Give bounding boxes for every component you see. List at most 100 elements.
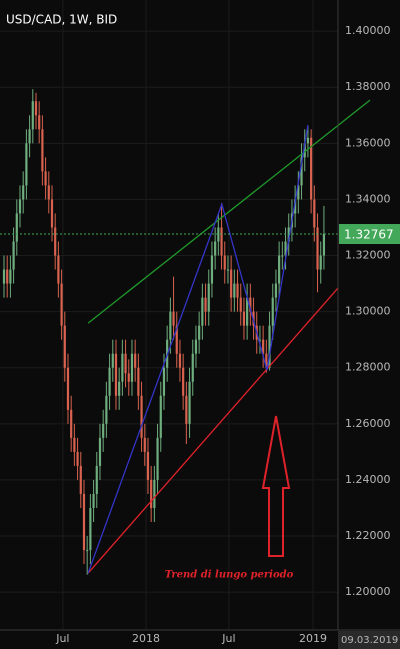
candle-body	[271, 297, 274, 326]
candle-body	[198, 325, 201, 340]
candle-body	[246, 297, 249, 326]
candle-body	[156, 437, 159, 480]
candle-body	[6, 269, 9, 284]
candle-body	[66, 367, 70, 410]
candle-body	[22, 185, 25, 200]
candle-body	[127, 373, 130, 382]
candle-body	[25, 143, 28, 186]
x-tick-label: 2018	[132, 632, 160, 645]
candle-body	[153, 479, 156, 508]
candle-body	[63, 325, 66, 368]
candle-body	[12, 241, 15, 270]
candle-body	[95, 465, 98, 494]
candle-body	[124, 353, 127, 374]
candle-body	[204, 297, 207, 312]
candle-body	[220, 227, 223, 256]
y-tick-label: 1.22000	[345, 529, 391, 542]
y-tick-label: 1.32000	[345, 249, 391, 262]
candle-body	[175, 325, 178, 354]
candle-body	[143, 437, 146, 452]
candle-body	[54, 227, 57, 256]
candle-body	[82, 493, 86, 551]
candle-body	[140, 395, 143, 438]
candle-body	[162, 367, 166, 396]
candle-body	[105, 395, 108, 424]
axes: 1.40000 1.38000 1.36000 1.34000 1.32000 1.300…	[55, 24, 400, 649]
candle-body	[28, 129, 31, 144]
candle-body	[297, 185, 300, 200]
candle-body	[239, 297, 242, 312]
candle-body	[281, 255, 284, 257]
trendline	[87, 124, 309, 574]
candle-body	[57, 255, 60, 284]
candle-body	[79, 465, 82, 494]
grid	[0, 0, 338, 630]
candle-body	[233, 283, 236, 298]
candle-body	[182, 367, 185, 396]
candle-body	[108, 367, 111, 396]
y-tick-label: 1.36000	[345, 136, 391, 149]
candle-body	[249, 297, 252, 312]
y-tick-label: 1.24000	[345, 473, 391, 486]
candle-body	[73, 437, 76, 452]
candle-body	[172, 311, 175, 326]
candle-body	[207, 283, 210, 312]
trendline	[87, 287, 339, 574]
y-tick-label: 1.28000	[345, 361, 391, 374]
candle-body	[76, 451, 79, 466]
candle-body	[223, 255, 226, 270]
candle-body	[313, 199, 316, 228]
candle-body	[98, 437, 102, 466]
candle-body	[60, 283, 63, 326]
candle-body	[319, 255, 322, 270]
y-tick-label: 1.26000	[345, 417, 391, 430]
y-tick-label: 1.20000	[345, 585, 391, 598]
candle-body	[226, 269, 230, 271]
candle-body	[214, 241, 217, 256]
candle-body	[310, 137, 313, 200]
candle-body	[242, 311, 246, 326]
candle-body	[86, 550, 89, 552]
candle-body	[41, 129, 44, 172]
candle-body	[278, 255, 281, 284]
arrow	[261, 415, 291, 557]
date-label: 09.03.2019	[341, 635, 398, 646]
candle-body	[201, 297, 204, 326]
candle-body	[31, 101, 34, 130]
candle-body	[2, 269, 6, 284]
candle-body	[194, 339, 198, 354]
candle-body	[265, 353, 268, 368]
candle-body	[262, 339, 265, 354]
candle-body	[134, 353, 137, 368]
candle-body	[188, 381, 191, 424]
candle-body	[44, 171, 47, 186]
candle-body	[121, 353, 124, 382]
x-tick-label: Jul	[221, 632, 235, 645]
candle-body	[230, 269, 233, 298]
candle-body	[159, 395, 162, 438]
date-box	[338, 631, 400, 649]
candle-body	[217, 227, 220, 242]
candle-body	[146, 451, 150, 480]
candle-body	[169, 311, 172, 340]
trendlines	[0, 99, 371, 574]
trendline	[87, 99, 371, 324]
candle-body	[114, 353, 118, 396]
y-tick-label: 1.34000	[345, 192, 391, 205]
y-tick-label: 1.30000	[345, 305, 391, 318]
candle-body	[70, 409, 73, 438]
candle-body	[316, 227, 319, 270]
candle-body	[185, 395, 188, 424]
candle-body	[47, 185, 50, 200]
candle-body	[178, 353, 182, 368]
candle-body	[15, 213, 18, 242]
candle-body	[210, 255, 214, 284]
candle-body	[92, 493, 95, 508]
last-price-label: 1.32767	[344, 228, 394, 242]
candle-body	[303, 143, 306, 158]
candle-body	[268, 325, 271, 368]
x-tick-label: Jul	[55, 632, 69, 645]
candle-body	[274, 283, 278, 298]
